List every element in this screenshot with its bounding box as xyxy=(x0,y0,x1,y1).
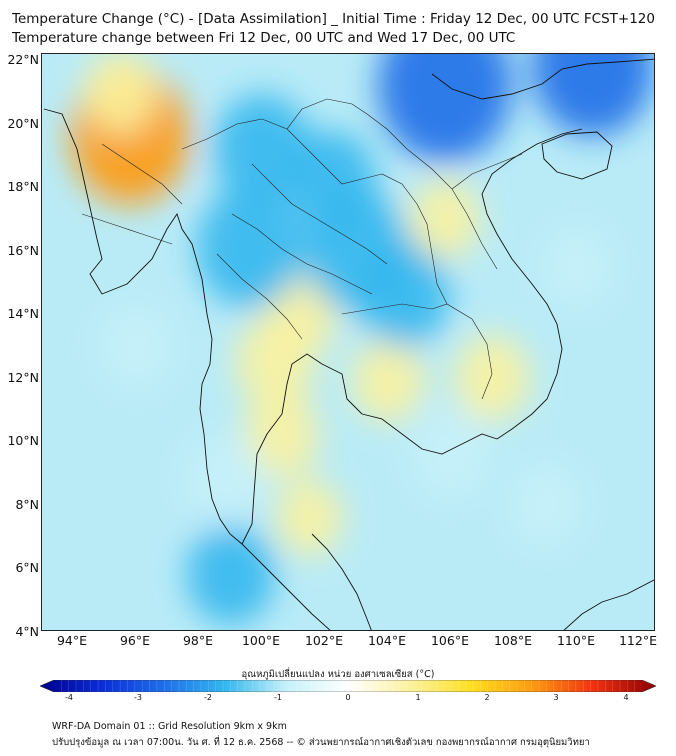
cooling-area xyxy=(531,54,654,137)
colorbar-tick-label: -2 xyxy=(204,693,212,702)
colorbar-tick-label: -4 xyxy=(65,693,73,702)
lon-tick-label: 96°E xyxy=(119,633,151,648)
colorbar-tick-label: -3 xyxy=(134,693,142,702)
lon-tick-label: 102°E xyxy=(304,633,343,648)
colorbar-tick-label: 0 xyxy=(345,693,351,702)
colorbar-tick-label: -1 xyxy=(274,693,282,702)
lon-tick-label: 108°E xyxy=(493,633,532,648)
coastline-malaysia xyxy=(241,543,331,630)
lon-tick-label: 94°E xyxy=(56,633,88,648)
lat-tick-label: 16°N xyxy=(7,243,39,258)
cooling-area xyxy=(287,130,376,232)
lat-tick-label: 6°N xyxy=(15,560,39,575)
lat-tick-label: 14°N xyxy=(7,306,39,321)
colorbar-divisions xyxy=(61,680,635,692)
map-title: Temperature Change (°C) - [Data Assimila… xyxy=(12,11,655,27)
border-thailand-north xyxy=(181,118,448,305)
border-thai-internal xyxy=(231,213,373,295)
temperature-field xyxy=(70,54,654,626)
lat-tick-label: 8°N xyxy=(15,497,39,512)
coastline-hainan xyxy=(541,131,613,180)
lon-tick-label: 98°E xyxy=(182,633,214,648)
cooling-area xyxy=(196,187,304,309)
coastline-cambodia xyxy=(361,413,498,455)
lon-tick-label: 104°E xyxy=(367,633,406,648)
border-myanmar-internal xyxy=(101,143,183,205)
cooling-area xyxy=(509,463,583,547)
cooling-area xyxy=(100,304,173,388)
border-thai-internal-2 xyxy=(251,163,388,265)
colorbar-tick-label: 1 xyxy=(415,693,421,702)
coastline-peninsula xyxy=(241,353,363,545)
colorbar-title: อุณหภูมิเปลี่ยนแปลง หน่วย องศาเซลเซียส (… xyxy=(241,669,435,680)
map-subtitle: Temperature change between Fri 12 Dec, 0… xyxy=(12,30,516,46)
border-myanmar-internal-2 xyxy=(81,213,173,245)
coastline-malaysia-east xyxy=(311,533,372,630)
colorbar-bar xyxy=(40,680,656,692)
border-thai-internal-3 xyxy=(216,253,303,340)
colorbar-tick-label: 4 xyxy=(623,693,629,702)
lon-tick-label: 106°E xyxy=(430,633,469,648)
cooling-area xyxy=(377,54,513,163)
lat-tick-label: 20°N xyxy=(7,116,39,131)
temperature-map xyxy=(41,53,655,631)
cooling-area xyxy=(185,434,265,525)
coastline-myanmar xyxy=(43,108,243,545)
warming-area xyxy=(243,391,320,479)
cooling-area xyxy=(213,93,312,205)
cooling-area xyxy=(186,524,276,626)
colorbar xyxy=(40,680,656,692)
colorbar-tick-label: 3 xyxy=(553,693,559,702)
footer-model-info: WRF-DA Domain 01 :: Grid Resolution 9km … xyxy=(52,721,287,732)
map-svg xyxy=(42,54,654,630)
lon-tick-label: 110°E xyxy=(556,633,595,648)
lon-tick-label: 112°E xyxy=(618,633,657,648)
border-laos xyxy=(286,98,498,270)
warming-area xyxy=(410,179,480,259)
footer-credit: ปรับปรุงข้อมูล ณ เวลา 07:00น. วัน ศ. ที่… xyxy=(52,737,590,748)
lat-tick-label: 22°N xyxy=(7,52,39,67)
warming-area xyxy=(454,334,531,422)
lat-tick-label: 18°N xyxy=(7,179,39,194)
colorbar-tick-label: 2 xyxy=(484,693,490,702)
lat-tick-label: 4°N xyxy=(15,624,39,639)
warming-area xyxy=(276,479,343,556)
cooling-area xyxy=(358,243,450,348)
border-vietnam xyxy=(451,153,523,190)
lon-tick-label: 100°E xyxy=(241,633,280,648)
cooling-area xyxy=(411,409,491,500)
warming-area xyxy=(84,54,158,134)
coastline-borneo xyxy=(563,579,654,630)
coastline-china xyxy=(431,58,654,100)
lat-tick-label: 10°N xyxy=(7,433,39,448)
lat-tick-label: 12°N xyxy=(7,370,39,385)
country-borders xyxy=(81,98,523,400)
cooling-area xyxy=(542,227,613,307)
border-cambodia xyxy=(341,303,493,400)
warming-area xyxy=(351,339,425,423)
